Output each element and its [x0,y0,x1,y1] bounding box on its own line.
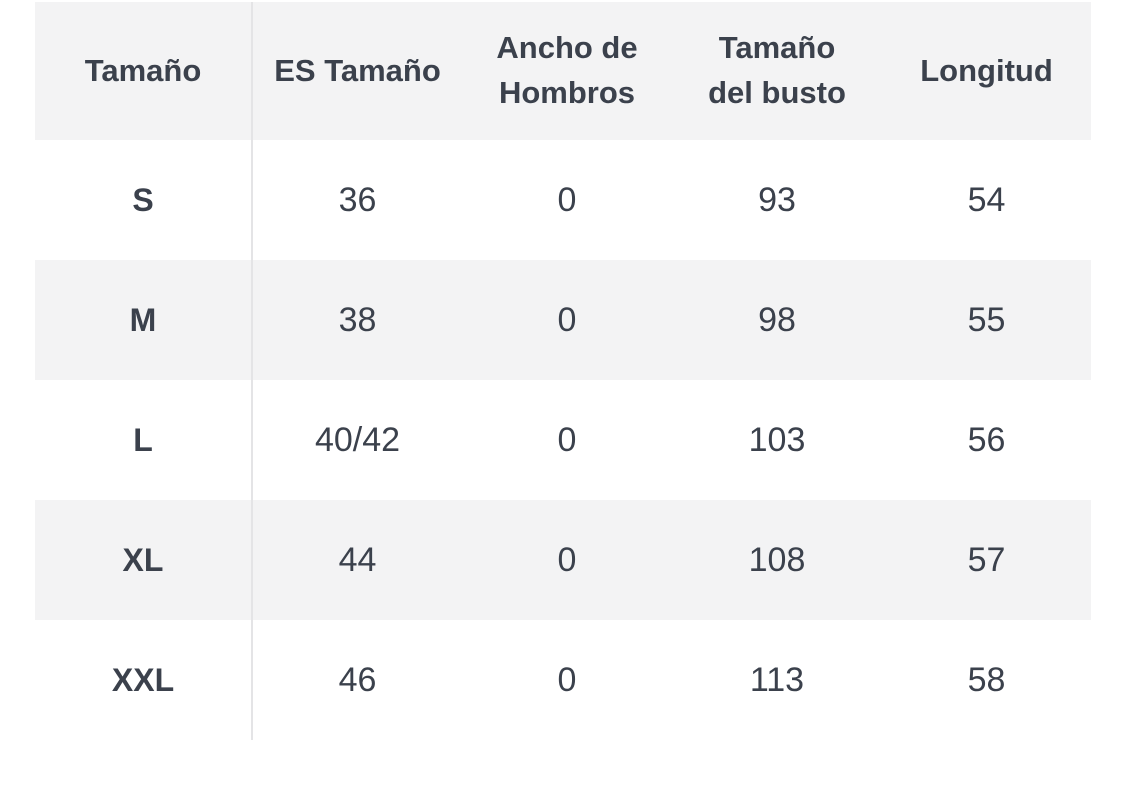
column-header-label: Tamaño [84,53,202,89]
length-cell: 57 [882,500,1091,620]
es-size-cell: 36 [338,180,377,219]
column-header-es-tamano: ES Tamaño [252,2,462,140]
size-cell: S [35,140,253,260]
es-size-cell: 40/42 [314,420,401,459]
es-size-cell: 38 [252,260,462,380]
size-cell: L [35,380,253,500]
bust-size-cell: 108 [672,500,882,620]
column-header-tamano-del-busto: Tamaño del busto [672,2,882,140]
shoulder-width-cell: 0 [557,180,577,219]
column-header-longitud: Longitud [882,2,1091,140]
es-size-cell: 44 [252,500,462,620]
length-cell: 58 [967,660,1006,699]
size-cell: M [35,260,253,380]
column-header-label: Longitud [920,53,1053,89]
column-header-label: ES Tamaño [274,53,441,89]
size-chart-table: Tamaño ES Tamaño Ancho de Hombros Tamaño… [35,2,1092,740]
size-cell: XL [35,500,253,620]
es-size-cell: 46 [338,660,377,699]
bust-size-cell: 93 [758,180,796,219]
table-row-xxl: XXL 46 0 113 58 [35,620,1091,740]
length-cell: 54 [967,180,1006,219]
table-row-s: S 36 0 93 54 [35,140,1091,260]
header-row: Tamaño ES Tamaño Ancho de Hombros Tamaño… [35,2,1091,140]
bust-size-cell: 113 [749,660,805,699]
shoulder-width-cell: 0 [462,500,672,620]
table-row-l: L 40/42 0 103 56 [35,380,1091,500]
column-header-tamano: Tamaño [35,2,253,140]
size-cell: XXL [35,620,253,740]
column-header-label: Ancho de Hombros [496,30,638,110]
length-cell: 55 [882,260,1091,380]
shoulder-width-cell: 0 [557,660,577,699]
bust-size-cell: 103 [748,420,806,459]
shoulder-width-cell: 0 [462,260,672,380]
length-cell: 56 [967,420,1006,459]
column-header-label: Tamaño del busto [708,30,846,110]
column-header-ancho-de-hombros: Ancho de Hombros [462,2,672,140]
table-row-xl: XL 44 0 108 57 [35,500,1091,620]
bust-size-cell: 98 [672,260,882,380]
table-row-m: M 38 0 98 55 [35,260,1091,380]
shoulder-width-cell: 0 [557,420,577,459]
